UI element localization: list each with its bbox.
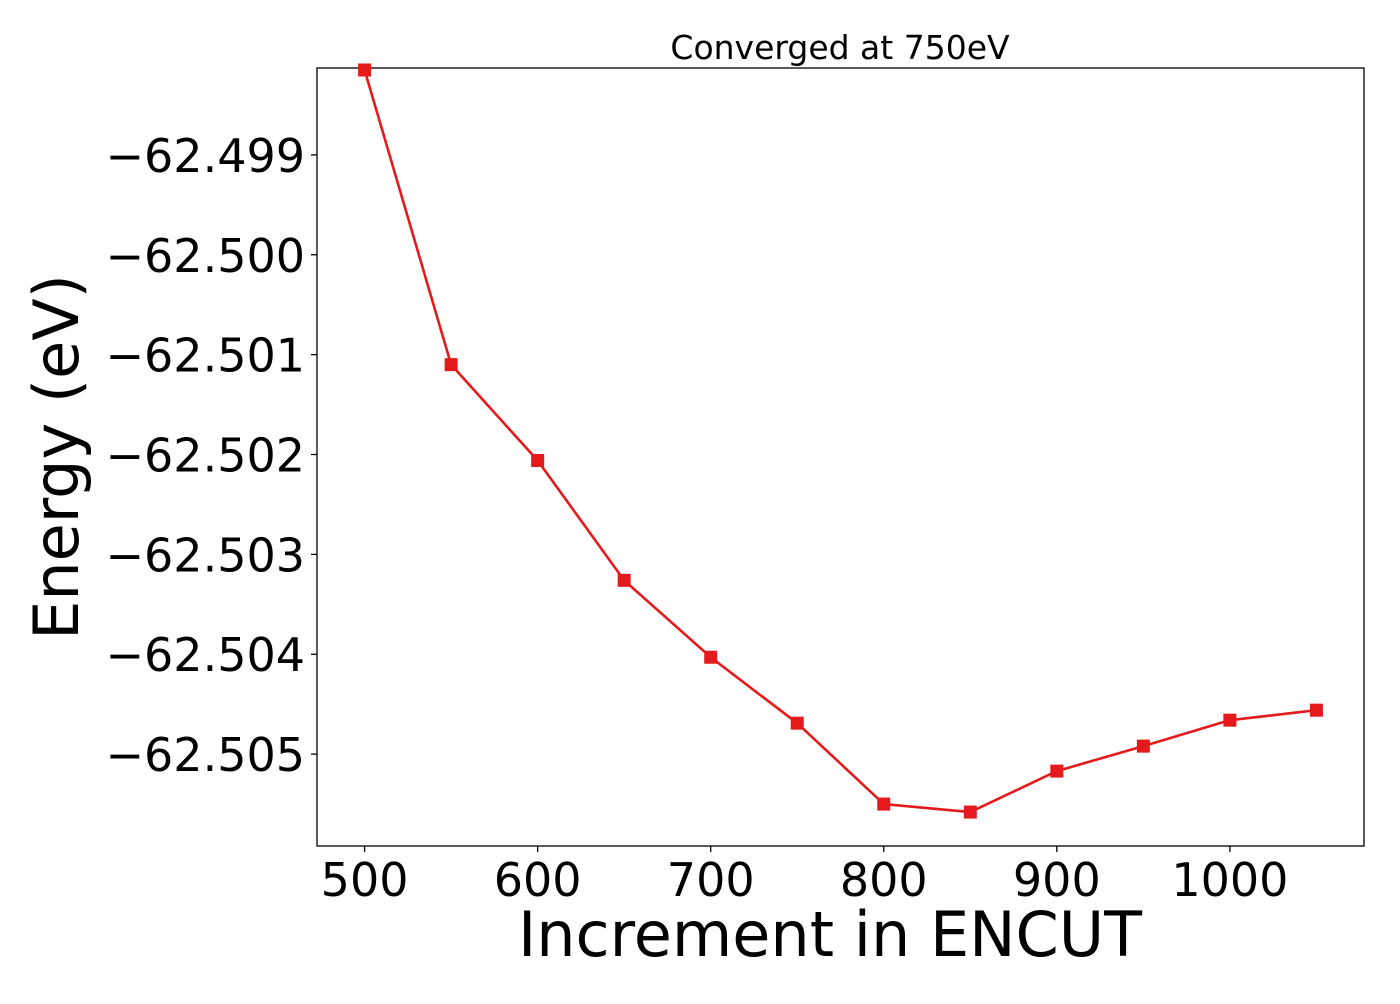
data-point-marker <box>531 453 545 467</box>
y-tick-label: −62.499 <box>106 129 306 183</box>
x-tick-label: 1000 <box>1171 853 1288 907</box>
plot-area-frame <box>316 67 1365 847</box>
y-tick-label: −62.500 <box>106 229 306 283</box>
x-tick-label: 700 <box>667 853 755 907</box>
data-point-marker <box>704 650 718 664</box>
data-point-marker <box>877 797 891 811</box>
data-point-marker <box>963 805 977 819</box>
data-point-marker <box>617 573 631 587</box>
x-axis-title: Increment in ENCUT <box>518 898 1143 971</box>
y-axis-ticks: −62.499 −62.500 −62.501 −62.502 −62.503 −62.5… <box>106 129 317 782</box>
x-tick-label: 900 <box>1013 853 1101 907</box>
y-tick-label: −62.501 <box>106 329 306 383</box>
y-tick-label: −62.505 <box>106 728 306 782</box>
data-point-marker <box>1223 713 1237 727</box>
x-tick-label: 500 <box>321 853 409 907</box>
series-line <box>363 69 1317 814</box>
data-point-marker <box>358 63 372 77</box>
data-point-marker <box>1309 703 1323 717</box>
data-point-marker <box>1136 739 1150 753</box>
data-point-marker <box>1050 764 1064 778</box>
data-point-marker <box>790 716 804 730</box>
y-tick-label: −62.503 <box>106 528 306 582</box>
x-tick-label: 800 <box>840 853 928 907</box>
chart-title: Converged at 750eV <box>670 28 1010 67</box>
y-tick-label: −62.502 <box>106 429 306 483</box>
y-axis-title: Energy (eV) <box>20 274 93 640</box>
y-tick-label: −62.504 <box>106 628 306 682</box>
x-axis-ticks: 500 600 700 800 900 1000 <box>321 846 1288 907</box>
data-point-marker <box>444 358 458 372</box>
data-series <box>358 63 1323 819</box>
x-tick-label: 600 <box>494 853 582 907</box>
